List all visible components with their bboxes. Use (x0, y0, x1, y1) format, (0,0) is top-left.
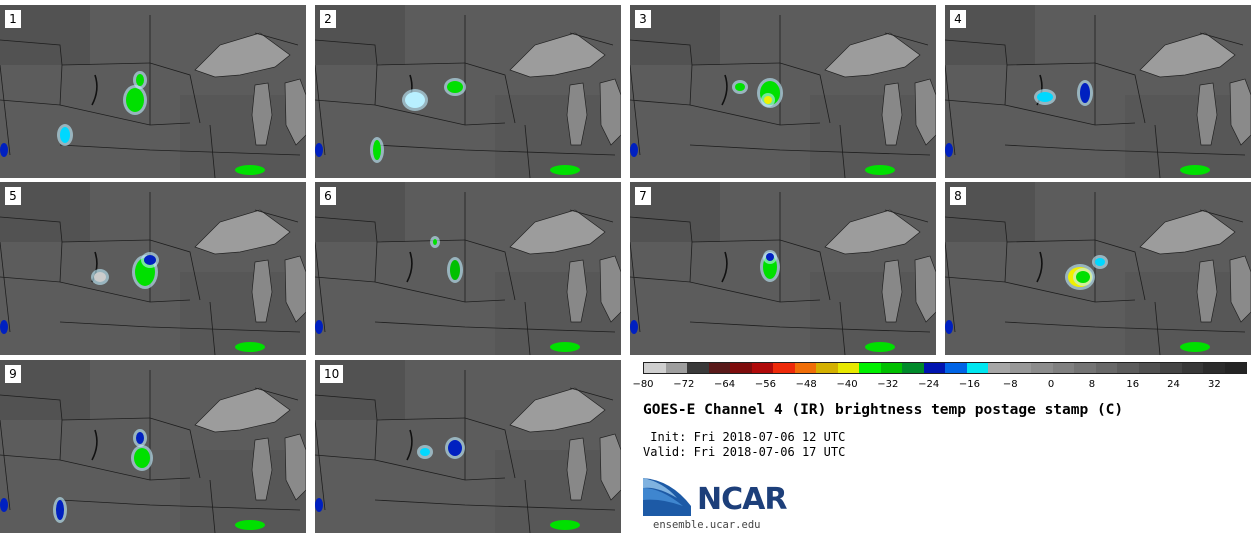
colorbar-cell (730, 363, 752, 373)
panel-number-label: 10 (320, 365, 344, 383)
colorbar-tick-label: −64 (714, 379, 736, 390)
init-time: Init: Fri 2018-07-06 12 UTC (643, 430, 846, 444)
postage-stamp-panel: 2 (315, 5, 621, 178)
colorbar-tick-label: −40 (836, 379, 858, 390)
logo-text: NCAR (697, 482, 787, 517)
panel-number-label: 6 (320, 187, 336, 205)
colorbar-tick-label: 24 (1167, 379, 1180, 390)
colorbar-cell (687, 363, 709, 373)
panel-number-label: 1 (5, 10, 21, 28)
panel-number-label: 2 (320, 10, 336, 28)
colorbar-tick-label: −16 (958, 379, 981, 390)
panel-number-label: 3 (635, 10, 651, 28)
panel-number-label: 5 (5, 187, 21, 205)
colorbar-tick-label: −24 (918, 379, 940, 390)
satellite-map-image (315, 182, 621, 355)
colorbar-tick-label: −8 (1002, 379, 1018, 390)
postage-stamp-panel: 10 (315, 360, 621, 533)
valid-time: Valid: Fri 2018-07-06 17 UTC (643, 445, 846, 459)
satellite-map-image (315, 5, 621, 178)
colorbar-cell (859, 363, 881, 373)
colorbar-tick-label: −48 (795, 379, 817, 390)
colorbar-cell (794, 363, 816, 373)
colorbar-cell (1138, 363, 1160, 373)
colorbar-cell (708, 363, 730, 373)
colorbar-cell (1203, 363, 1225, 373)
satellite-map-image (630, 182, 936, 355)
colorbar-cell (1031, 363, 1053, 373)
colorbar-tick-label: −56 (754, 379, 776, 390)
colorbar-tick-label: 32 (1207, 379, 1221, 390)
postage-stamp-panel: 1 (0, 5, 306, 178)
colorbar-cell (1224, 363, 1246, 373)
postage-stamp-panel: 6 (315, 182, 621, 355)
colorbar-cell (773, 363, 795, 373)
postage-stamp-panel: 4 (945, 5, 1251, 178)
colorbar-tick-label: 16 (1126, 379, 1140, 390)
colorbar-cell (1160, 363, 1182, 373)
postage-stamp-panel: 7 (630, 182, 936, 355)
colorbar-cell (665, 363, 687, 373)
colorbar-cell (966, 363, 988, 373)
colorbar-tick-label: −72 (673, 379, 695, 390)
colorbar-cell (1052, 363, 1074, 373)
colorbar-cell (1117, 363, 1139, 373)
postage-stamp-panel: 5 (0, 182, 306, 355)
satellite-map-image (0, 182, 306, 355)
satellite-map-image (945, 5, 1251, 178)
figure-title: GOES-E Channel 4 (IR) brightness temp po… (643, 402, 1124, 418)
satellite-map-image (945, 182, 1251, 355)
panel-number-label: 7 (635, 187, 651, 205)
postage-stamp-panel: 8 (945, 182, 1251, 355)
colorbar-tick-label: −32 (877, 379, 899, 390)
panel-number-label: 4 (950, 10, 966, 28)
colorbar-cell (1074, 363, 1096, 373)
colorbar-cell (880, 363, 902, 373)
colorbar-cell (1095, 363, 1117, 373)
colorbar-tick-label: −80 (632, 379, 654, 390)
colorbar-tick-label: 8 (1088, 379, 1096, 390)
satellite-map-image (630, 5, 936, 178)
colorbar-cell (988, 363, 1010, 373)
colorbar-cell (923, 363, 945, 373)
satellite-map-image (315, 360, 621, 533)
logo-url: ensemble.ucar.edu (653, 519, 761, 531)
colorbar-cell (751, 363, 773, 373)
panel-number-label: 8 (950, 187, 966, 205)
postage-stamp-panel: 9 (0, 360, 306, 533)
colorbar-tick-label: 0 (1047, 379, 1055, 390)
postage-stamp-panel: 3 (630, 5, 936, 178)
satellite-map-image (0, 5, 306, 178)
colorbar-cell (945, 363, 967, 373)
colorbar (643, 362, 1247, 374)
colorbar-cell (1009, 363, 1031, 373)
colorbar-cell (837, 363, 859, 373)
ncar-logo-icon (643, 478, 691, 516)
colorbar-cell (816, 363, 838, 373)
colorbar-cell (1181, 363, 1203, 373)
colorbar-ticks: −80 −72 −64 −56 −48 −40 −32 −24 −16 −8 0 8 16 24 32 (632, 379, 1247, 393)
panel-number-label: 9 (5, 365, 21, 383)
colorbar-cell (644, 363, 666, 373)
satellite-map-image (0, 360, 306, 533)
colorbar-cell (902, 363, 924, 373)
